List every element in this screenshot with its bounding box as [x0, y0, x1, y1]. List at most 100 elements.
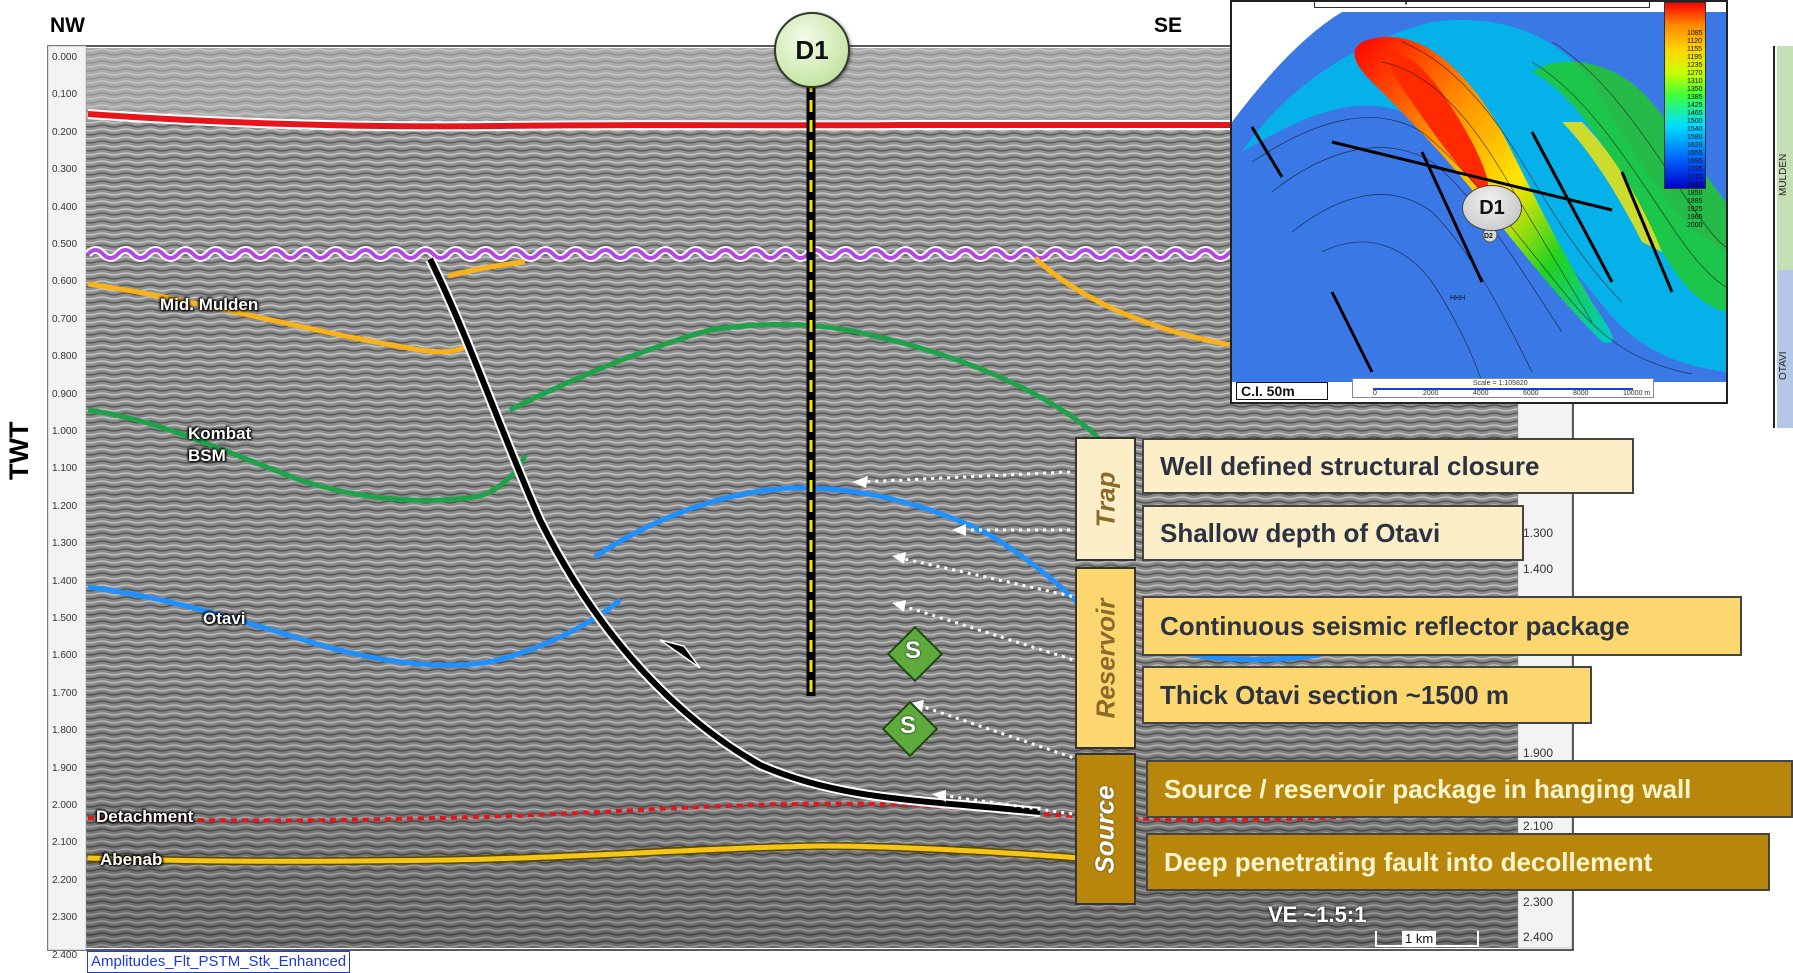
twt-tick-label: 0.200	[52, 126, 78, 138]
depth-legend-values: 1085 1120 1155 1195 1235 1270 1310 1350 1385 1425…	[1687, 30, 1703, 230]
legend-value: 1850	[1687, 190, 1703, 197]
legend-value: 1235	[1687, 62, 1703, 69]
right-tick-label: 1.300	[1523, 526, 1554, 540]
source-category-label: Source	[1090, 784, 1120, 874]
legend-value: 1350	[1687, 86, 1703, 93]
scale-tick: 6000	[1523, 390, 1539, 397]
twt-tick-label: 0.400	[52, 201, 78, 213]
source-category: Source	[1075, 753, 1136, 905]
twt-tick-label: 0.700	[52, 313, 78, 325]
legend-value: 2000	[1687, 222, 1703, 229]
contour-interval-label: C.I. 50m	[1236, 382, 1328, 400]
legend-value: 1620	[1687, 142, 1703, 149]
formation-strip-mulden: MULDEN	[1773, 46, 1793, 270]
twt-tick-label: 1.000	[52, 426, 78, 437]
kombat-bsm-label: Kombat BSM	[188, 424, 252, 465]
legend-value: 1500	[1687, 118, 1703, 125]
scale-tick: 10000 m	[1623, 390, 1651, 397]
vertical-exaggeration: VE ~1.5:1	[1268, 902, 1367, 927]
abenab-label: Abenab	[100, 850, 163, 869]
legend-value: 1965	[1687, 214, 1703, 221]
legend-value: 1655	[1687, 150, 1703, 157]
twt-axis-label: TWT	[4, 421, 34, 480]
statement-shallow-otavi: Shallow depth of Otavi	[1142, 505, 1524, 561]
right-tick-label: 2.300	[1523, 895, 1554, 909]
twt-tick-label: 0.600	[52, 276, 78, 288]
scale-tick: 8000	[1573, 390, 1589, 397]
legend-value: 1270	[1687, 70, 1703, 77]
statement-thick-otavi: Thick Otavi section ~1500 m	[1142, 666, 1592, 724]
twt-tick-label: 1.700	[52, 687, 78, 699]
depth-structure-map-inset: HHH D2 Kombat BSM Depth structure D1 108…	[1230, 0, 1728, 404]
scale-tick: 2000	[1423, 390, 1439, 397]
twt-tick-label: 1.500	[52, 613, 78, 624]
depth-color-legend	[1664, 2, 1706, 189]
otavi-strip-label: OTAVI	[1778, 351, 1789, 380]
nw-label: NW	[50, 14, 85, 37]
survey-name: Amplitudes_Flt_PSTM_Stk_Enhanced	[87, 951, 351, 973]
statement-deep-fault: Deep penetrating fault into decollement	[1146, 833, 1770, 891]
hhh-marker: HHH	[1450, 295, 1465, 302]
legend-value: 1310	[1687, 78, 1703, 85]
inset-title: Kombat BSM Depth structure	[1314, 2, 1650, 8]
legend-value: 1540	[1687, 126, 1703, 133]
right-tick-label: 1.400	[1523, 562, 1554, 576]
twt-tick-label: 0.100	[52, 89, 78, 101]
twt-tick-label: 2.000	[52, 800, 78, 811]
otavi-horizon	[87, 584, 622, 668]
km-scale-bar	[1375, 931, 1479, 947]
reservoir-category: Reservoir	[1075, 567, 1136, 749]
twt-tick-label: 1.600	[52, 650, 78, 662]
inset-scale-bar: Scale = 1:105820 0 2000 4000 6000 8000 10000 …	[1352, 378, 1654, 398]
twt-tick-label: 1.100	[52, 463, 78, 475]
scale-tick: 0	[1373, 390, 1377, 397]
well-d2-marker: D2	[1484, 233, 1493, 240]
twt-tick-label: 0.500	[52, 239, 78, 250]
legend-value: 1580	[1687, 134, 1703, 141]
reservoir-category-label: Reservoir	[1090, 598, 1120, 718]
source-rock-letter: S	[904, 637, 921, 664]
legend-value: 1385	[1687, 94, 1703, 101]
detachment-horizon	[87, 801, 1381, 823]
legend-value: 1810	[1687, 182, 1703, 189]
twt-tick-label: 0.000	[52, 52, 78, 63]
right-tick-label: 1.900	[1523, 746, 1554, 760]
trap-category: Trap	[1075, 437, 1136, 561]
scale-tick: 4000	[1473, 390, 1489, 397]
legend-value: 1155	[1687, 46, 1703, 53]
twt-tick-label: 2.300	[52, 912, 78, 924]
well-d1-badge[interactable]: D1	[774, 12, 850, 88]
mid-mulden-horizon	[87, 281, 473, 355]
legend-value: 1735	[1687, 166, 1703, 173]
twt-tick-label: 1.900	[52, 762, 78, 774]
right-tick-label: 2.100	[1523, 819, 1554, 833]
twt-tick-label: 1.200	[52, 500, 78, 512]
statement-continuous-reflector: Continuous seismic reflector package	[1142, 596, 1742, 656]
mid-mulden-label: Mid. Mulden	[160, 295, 259, 314]
source-rock-letter: S	[899, 712, 916, 739]
legend-value: 1465	[1687, 110, 1703, 117]
statement-source-reservoir: Source / reservoir package in hanging wa…	[1146, 760, 1793, 818]
twt-tick-label: 0.900	[52, 388, 78, 400]
trap-category-label: Trap	[1090, 471, 1120, 527]
legend-value: 1085	[1687, 30, 1703, 37]
right-tick-label: 2.400	[1523, 930, 1554, 944]
kombat-horizon	[87, 407, 528, 503]
mulden-label: MULDEN	[1778, 153, 1789, 196]
twt-tick-label: 2.100	[52, 837, 78, 849]
twt-tick-label: 0.800	[52, 351, 78, 363]
twt-tick-label: 0.300	[52, 164, 78, 176]
twt-tick-label: 1.800	[52, 725, 78, 737]
scale-text: Scale = 1:105820	[1473, 380, 1528, 387]
twt-tick-label: 1.300	[52, 538, 78, 550]
legend-value: 1120	[1687, 38, 1703, 45]
legend-value: 1195	[1687, 54, 1703, 61]
formation-strip-otavi: OTAVI	[1773, 270, 1793, 428]
legend-value: 1695	[1687, 158, 1703, 165]
km-scale-label: 1 km	[1402, 931, 1437, 946]
legend-value: 1770	[1687, 174, 1703, 181]
twt-tick-label: 2.200	[52, 874, 78, 886]
twt-tick-label: 1.400	[52, 575, 78, 587]
legend-value: 1425	[1687, 102, 1703, 109]
inset-well-d1[interactable]: D1	[1462, 185, 1522, 231]
